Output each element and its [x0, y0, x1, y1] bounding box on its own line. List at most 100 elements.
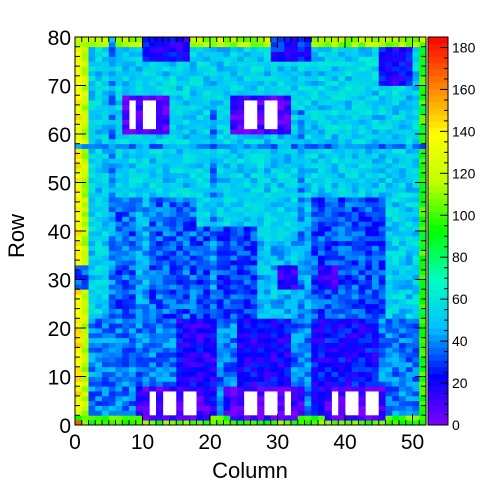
heatmap-cell: [331, 85, 339, 91]
heatmap-cell: [318, 153, 326, 159]
heatmap-cell: [311, 216, 319, 222]
heatmap-cell: [81, 37, 89, 43]
heatmap-cell: [210, 386, 218, 392]
heatmap-cell: [297, 269, 305, 276]
heatmap-cell: [264, 274, 272, 280]
heatmap-cell: [338, 298, 346, 305]
heatmap-cell: [284, 269, 292, 276]
heatmap-cell: [419, 415, 427, 421]
heatmap-cell: [108, 420, 116, 426]
heatmap-cell: [95, 153, 103, 159]
heatmap-cell: [311, 138, 319, 145]
heatmap-cell: [372, 75, 380, 82]
heatmap-cell: [284, 124, 292, 130]
heatmap-cell: [81, 347, 89, 353]
heatmap-cell: [399, 129, 407, 135]
heatmap-cell: [419, 182, 427, 188]
heatmap-cell: [176, 153, 184, 159]
heatmap-cell: [149, 255, 157, 261]
heatmap-cell: [270, 153, 278, 159]
heatmap-cell: [183, 70, 191, 77]
heatmap-cell: [311, 376, 319, 382]
heatmap-cell: [237, 260, 245, 266]
heatmap-cell: [75, 328, 83, 334]
heatmap-cell: [237, 332, 245, 339]
heatmap-cell: [399, 245, 407, 251]
heatmap-cell: [264, 143, 272, 149]
heatmap-cell: [419, 216, 427, 222]
heatmap-cell: [351, 95, 359, 101]
heatmap-cell: [318, 400, 326, 406]
heatmap-cell: [324, 391, 332, 397]
heatmap-cell: [135, 119, 143, 125]
heatmap-cell: [183, 376, 191, 382]
heatmap-cell: [156, 250, 164, 256]
heatmap-cell: [318, 51, 326, 57]
heatmap-cell: [189, 41, 197, 48]
heatmap-cell: [210, 129, 218, 135]
heatmap-cell: [169, 342, 177, 348]
heatmap-cell: [284, 342, 292, 348]
heatmap-cell: [169, 294, 177, 300]
heatmap-cell: [419, 250, 427, 256]
heatmap-cell: [142, 308, 150, 314]
heatmap-cell: [169, 80, 177, 86]
heatmap-cell: [291, 381, 299, 387]
heatmap-cell: [243, 264, 251, 271]
heatmap-cell: [304, 85, 312, 91]
heatmap-cell: [257, 361, 265, 368]
heatmap-cell: [81, 376, 89, 382]
heatmap-cell: [216, 134, 224, 140]
heatmap-cell: [297, 221, 305, 227]
heatmap-cell: [311, 400, 319, 406]
heatmap-cell: [203, 255, 211, 261]
heatmap-cell: [142, 294, 150, 300]
heatmap-cell: [189, 342, 197, 348]
heatmap-cell: [405, 332, 413, 339]
heatmap-cell: [196, 41, 204, 48]
heatmap-cell: [129, 260, 137, 266]
heatmap-cell: [318, 269, 326, 276]
heatmap-cell: [169, 187, 177, 193]
heatmap-cell: [331, 318, 339, 324]
heatmap-cell: [115, 231, 123, 237]
heatmap-cell: [392, 95, 400, 101]
heatmap-cell: [345, 95, 353, 101]
heatmap-cell: [203, 124, 211, 130]
heatmap-cell: [399, 46, 407, 52]
heatmap-cell: [102, 134, 110, 140]
heatmap-cell: [399, 187, 407, 193]
heatmap-cell: [405, 337, 413, 343]
heatmap-cell: [419, 143, 427, 149]
heatmap-cell: [297, 85, 305, 91]
heatmap-cell: [405, 75, 413, 82]
heatmap-cell: [81, 235, 89, 242]
heatmap-cell: [345, 187, 353, 193]
heatmap-cell: [351, 70, 359, 77]
heatmap-cell: [351, 250, 359, 256]
heatmap-cell: [75, 269, 83, 276]
heatmap-cell: [399, 274, 407, 280]
heatmap-cell: [318, 148, 326, 154]
heatmap-cell: [230, 41, 238, 48]
heatmap-cell: [142, 153, 150, 159]
heatmap-cell: [115, 415, 123, 421]
heatmap-cell: [142, 328, 150, 334]
heatmap-cell: [230, 138, 238, 145]
heatmap-cell: [304, 245, 312, 251]
heatmap-cell: [108, 391, 116, 397]
heatmap-cell: [169, 376, 177, 382]
heatmap-cell: [297, 371, 305, 377]
heatmap-cell: [345, 46, 353, 52]
heatmap-cell: [405, 95, 413, 101]
heatmap-cell: [115, 197, 123, 203]
heatmap-cell: [318, 124, 326, 130]
heatmap-cell: [203, 56, 211, 62]
heatmap-cell: [183, 124, 191, 130]
heatmap-cell: [210, 279, 218, 285]
color-scale-step: [428, 37, 448, 44]
color-scale-tick-label: 180: [452, 39, 476, 55]
heatmap-cell: [162, 129, 170, 135]
heatmap-cell: [365, 357, 373, 363]
heatmap-cell: [372, 187, 380, 193]
